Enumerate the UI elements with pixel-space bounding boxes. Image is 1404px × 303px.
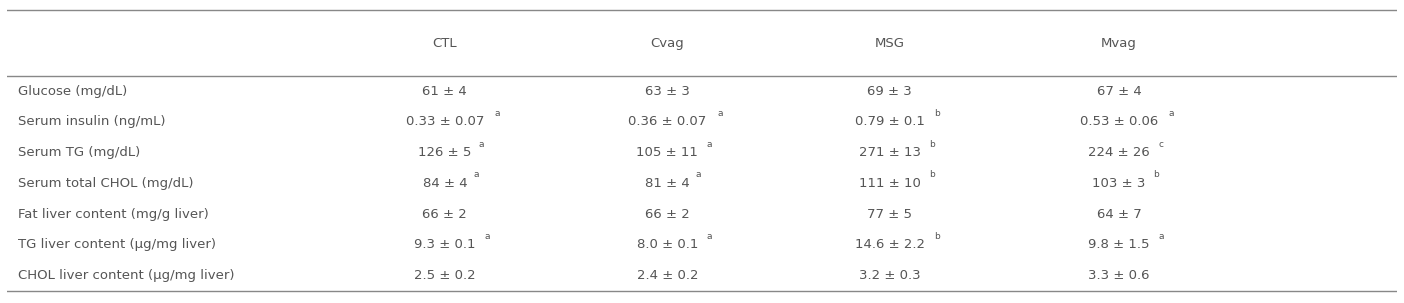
Text: a: a [473, 170, 479, 179]
Text: 2.5 ± 0.2: 2.5 ± 0.2 [414, 269, 476, 282]
Text: b: b [934, 232, 941, 241]
Text: Mvag: Mvag [1101, 37, 1137, 50]
Text: 105 ± 11: 105 ± 11 [636, 146, 698, 159]
Text: Glucose (mg/dL): Glucose (mg/dL) [18, 85, 128, 98]
Text: 224 ± 26: 224 ± 26 [1088, 146, 1150, 159]
Text: 81 ± 4: 81 ± 4 [644, 177, 689, 190]
Text: 64 ± 7: 64 ± 7 [1097, 208, 1141, 221]
Text: a: a [717, 109, 723, 118]
Text: c: c [1158, 139, 1164, 148]
Text: a: a [484, 232, 490, 241]
Text: 69 ± 3: 69 ± 3 [868, 85, 913, 98]
Text: a: a [706, 139, 712, 148]
Text: 0.36 ± 0.07: 0.36 ± 0.07 [628, 115, 706, 128]
Text: 271 ± 13: 271 ± 13 [859, 146, 921, 159]
Text: CHOL liver content (μg/mg liver): CHOL liver content (μg/mg liver) [18, 269, 234, 282]
Text: 63 ± 3: 63 ± 3 [644, 85, 689, 98]
Text: 67 ± 4: 67 ± 4 [1097, 85, 1141, 98]
Text: 0.33 ± 0.07: 0.33 ± 0.07 [406, 115, 484, 128]
Text: CTL: CTL [432, 37, 458, 50]
Text: 0.53 ± 0.06: 0.53 ± 0.06 [1080, 115, 1158, 128]
Text: 126 ± 5: 126 ± 5 [418, 146, 472, 159]
Text: 66 ± 2: 66 ± 2 [423, 208, 468, 221]
Text: a: a [1170, 109, 1175, 118]
Text: a: a [706, 232, 712, 241]
Text: 77 ± 5: 77 ± 5 [868, 208, 913, 221]
Text: a: a [1158, 232, 1164, 241]
Text: a: a [496, 109, 500, 118]
Text: b: b [929, 170, 935, 179]
Text: a: a [479, 139, 484, 148]
Text: 111 ± 10: 111 ± 10 [859, 177, 921, 190]
Text: b: b [1153, 170, 1158, 179]
Text: Serum insulin (ng/mL): Serum insulin (ng/mL) [18, 115, 166, 128]
Text: 14.6 ± 2.2: 14.6 ± 2.2 [855, 238, 925, 251]
Text: b: b [934, 109, 941, 118]
Text: Fat liver content (mg/g liver): Fat liver content (mg/g liver) [18, 208, 209, 221]
Text: 9.8 ± 1.5: 9.8 ± 1.5 [1088, 238, 1150, 251]
Text: TG liver content (μg/mg liver): TG liver content (μg/mg liver) [18, 238, 216, 251]
Text: b: b [929, 139, 935, 148]
Text: 8.0 ± 0.1: 8.0 ± 0.1 [636, 238, 698, 251]
Text: 3.3 ± 0.6: 3.3 ± 0.6 [1088, 269, 1150, 282]
Text: 0.79 ± 0.1: 0.79 ± 0.1 [855, 115, 925, 128]
Text: 3.2 ± 0.3: 3.2 ± 0.3 [859, 269, 921, 282]
Text: 9.3 ± 0.1: 9.3 ± 0.1 [414, 238, 476, 251]
Text: 61 ± 4: 61 ± 4 [423, 85, 468, 98]
Text: 2.4 ± 0.2: 2.4 ± 0.2 [636, 269, 698, 282]
Text: 103 ± 3: 103 ± 3 [1092, 177, 1146, 190]
Text: 84 ± 4: 84 ± 4 [423, 177, 468, 190]
Text: MSG: MSG [875, 37, 904, 50]
Text: Serum TG (mg/dL): Serum TG (mg/dL) [18, 146, 140, 159]
Text: Cvag: Cvag [650, 37, 684, 50]
Text: 66 ± 2: 66 ± 2 [644, 208, 689, 221]
Text: a: a [696, 170, 702, 179]
Text: Serum total CHOL (mg/dL): Serum total CHOL (mg/dL) [18, 177, 194, 190]
